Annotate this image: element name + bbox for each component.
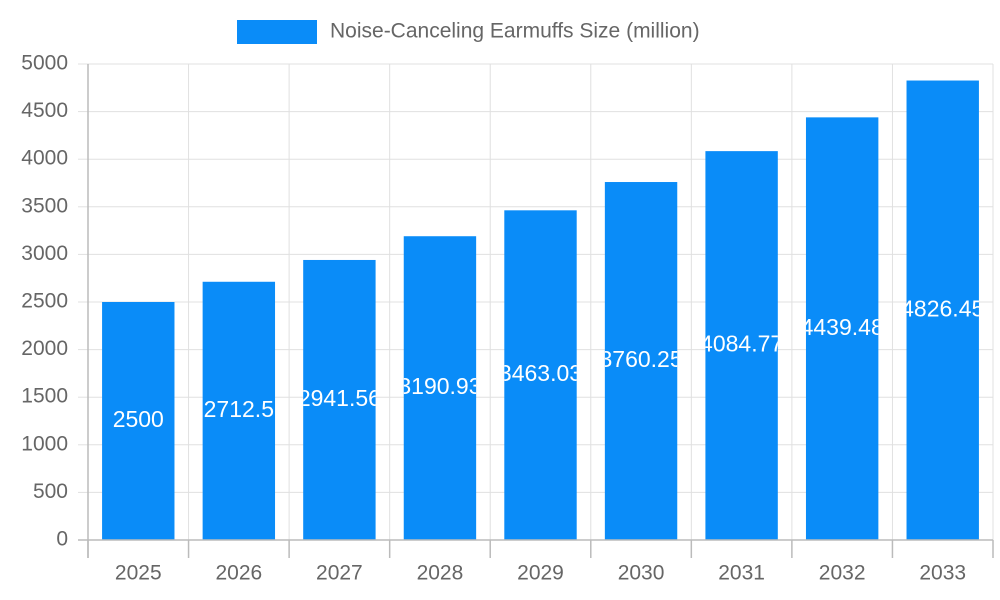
y-tick-label: 0 — [56, 528, 68, 551]
bar — [906, 80, 979, 540]
x-tick-label: 2028 — [417, 562, 464, 585]
y-tick-label: 4000 — [21, 147, 68, 170]
x-tick-label: 2025 — [115, 562, 162, 585]
x-tick-label: 2026 — [215, 562, 262, 585]
y-tick-label: 2500 — [21, 290, 68, 313]
y-tick-label: 5000 — [21, 52, 68, 75]
y-tick-label: 1500 — [21, 385, 68, 408]
x-tick-label: 2029 — [517, 562, 564, 585]
data-label: 4084.77 — [700, 331, 783, 357]
bar — [705, 151, 778, 541]
data-label: 2712.5 — [204, 396, 274, 422]
data-label: 3190.93 — [398, 373, 481, 399]
y-tick-label: 3000 — [21, 242, 68, 265]
y-tick-label: 2000 — [21, 337, 68, 360]
data-label: 3463.03 — [499, 360, 582, 386]
data-label: 2941.56 — [298, 385, 381, 411]
data-label: 2500 — [113, 406, 164, 432]
y-tick-label: 500 — [33, 480, 68, 503]
data-label: 4439.48 — [801, 314, 884, 340]
legend-label: Noise-Canceling Earmuffs Size (million) — [330, 20, 700, 43]
legend-swatch — [237, 20, 317, 44]
y-tick-label: 4500 — [21, 99, 68, 122]
data-label: 4826.45 — [901, 295, 984, 321]
bar — [303, 259, 376, 540]
bar — [504, 210, 577, 540]
bar — [805, 117, 879, 540]
data-label: 3760.25 — [599, 346, 682, 372]
y-tick-label: 1000 — [21, 432, 68, 455]
bar — [202, 281, 276, 540]
x-tick-label: 2033 — [919, 562, 966, 585]
y-tick-label: 3500 — [21, 194, 68, 217]
bar — [102, 302, 175, 540]
x-tick-label: 2027 — [316, 562, 363, 585]
bar — [403, 236, 477, 541]
bar — [604, 182, 678, 540]
x-tick-label: 2032 — [819, 562, 866, 585]
x-tick-label: 2030 — [618, 562, 665, 585]
x-tick-label: 2031 — [718, 562, 765, 585]
